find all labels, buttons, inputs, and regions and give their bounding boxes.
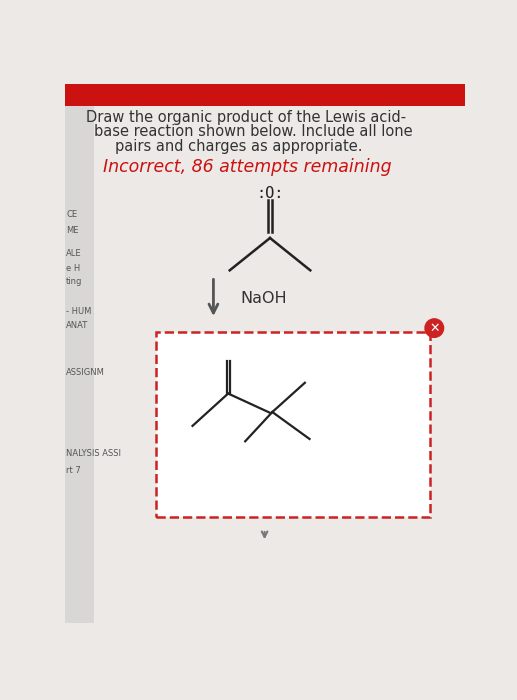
Text: pairs and charges as appropriate.: pairs and charges as appropriate.	[115, 139, 362, 154]
Bar	[156, 332, 431, 517]
Text: :O:: :O:	[211, 348, 236, 362]
Text: ALE: ALE	[66, 249, 82, 258]
Bar	[65, 106, 94, 623]
Text: NaOH: NaOH	[240, 290, 287, 306]
Text: CE: CE	[66, 211, 78, 219]
Text: ASSIGNM: ASSIGNM	[66, 368, 105, 377]
Text: ting: ting	[66, 277, 83, 286]
Text: Incorrect, 86 attempts remaining: Incorrect, 86 attempts remaining	[103, 158, 392, 176]
Text: base reaction shown below. Include all lone: base reaction shown below. Include all l…	[94, 124, 413, 139]
Text: - HUM: - HUM	[66, 307, 92, 316]
Text: :O:: :O:	[256, 186, 284, 201]
Text: NALYSIS ASSI: NALYSIS ASSI	[66, 449, 121, 458]
Text: Draw the organic product of the Lewis acid-: Draw the organic product of the Lewis ac…	[86, 110, 406, 125]
Text: OH: OH	[302, 368, 323, 382]
Text: ✕: ✕	[429, 321, 439, 335]
Text: ME: ME	[66, 226, 79, 234]
Text: rt 7: rt 7	[66, 466, 81, 475]
Text: ANAT: ANAT	[66, 321, 88, 330]
Bar	[65, 84, 465, 106]
Circle shape	[425, 318, 444, 337]
Text: e H: e H	[66, 265, 81, 273]
Text: Select to View feedback: Select to View feedback	[225, 495, 376, 508]
